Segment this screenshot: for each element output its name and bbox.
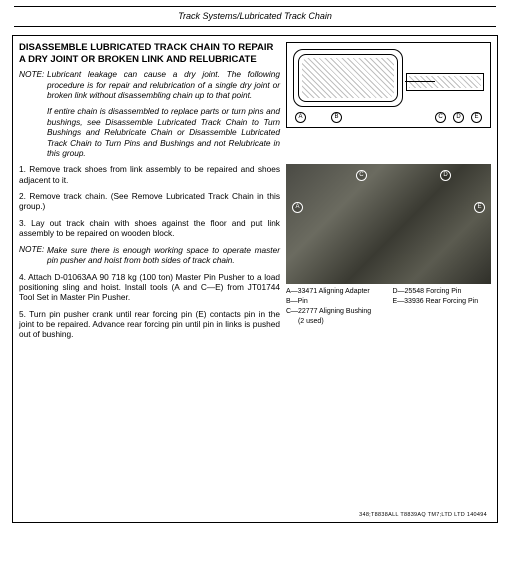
legend: A—33471 Aligning Adapter B—Pin C—22777 A… <box>286 288 491 327</box>
diagram-shaft <box>406 73 484 91</box>
note-label: NOTE: <box>19 69 44 79</box>
text-column: DISASSEMBLE LUBRICATED TRACK CHAIN TO RE… <box>19 42 280 345</box>
legend-a: A—33471 Aligning Adapter <box>286 288 385 297</box>
figure-column: A B C D E A C D E A—33471 Aligning Adapt… <box>286 42 491 345</box>
legend-d: D—25548 Forcing Pin <box>392 288 491 297</box>
step-3: 3. Lay out track chain with shoes agains… <box>19 218 280 239</box>
diagram-housing <box>293 49 403 107</box>
note-1: NOTE: Lubricant leakage can cause a dry … <box>19 69 280 100</box>
two-column-layout: DISASSEMBLE LUBRICATED TRACK CHAIN TO RE… <box>19 42 491 345</box>
photo-callout-e: E <box>474 202 485 213</box>
legend-col-left: A—33471 Aligning Adapter B—Pin C—22777 A… <box>286 288 385 327</box>
diagram-connector <box>405 81 435 82</box>
legend-col-right: D—25548 Forcing Pin E—33936 Rear Forcing… <box>392 288 491 327</box>
step-2: 2. Remove track chain. (See Remove Lubri… <box>19 191 280 212</box>
photo-callout-d: D <box>440 170 451 181</box>
step-5: 5. Turn pin pusher crank until rear forc… <box>19 309 280 340</box>
footer-code: 348;T8838ALL T8839AQ TM7;LTD LTD 140494 <box>359 512 487 519</box>
legend-c-qty: (2 used) <box>286 318 385 327</box>
legend-e: E—33936 Rear Forcing Pin <box>392 298 491 307</box>
diagram-callout-d: D <box>453 112 464 123</box>
rule-under-header <box>14 26 496 27</box>
photo: A C D E <box>286 164 491 284</box>
page: Track Systems/Lubricated Track Chain DIS… <box>6 0 504 523</box>
note-2: NOTE: Make sure there is enough working … <box>19 244 280 265</box>
diagram-callout-a: A <box>295 112 306 123</box>
legend-b: B—Pin <box>286 298 385 307</box>
photo-callout-a: A <box>292 202 303 213</box>
diagram-callout-b: B <box>331 112 342 123</box>
paragraph-entire-chain: If entire chain is disassembled to repla… <box>19 106 280 158</box>
diagram-callout-e: E <box>471 112 482 123</box>
photo-callout-c: C <box>356 170 367 181</box>
legend-c: C—22777 Aligning Bushing <box>286 308 385 317</box>
line-diagram: A B C D E <box>286 42 491 128</box>
diagram-callout-c: C <box>435 112 446 123</box>
step-4: 4. Attach D-01063AA 90 718 kg (100 ton) … <box>19 272 280 303</box>
running-header: Track Systems/Lubricated Track Chain <box>6 7 504 24</box>
content-frame: DISASSEMBLE LUBRICATED TRACK CHAIN TO RE… <box>12 35 498 523</box>
note-1-body: Lubricant leakage can cause a dry joint.… <box>19 69 280 100</box>
note-label-2: NOTE: <box>19 244 44 254</box>
section-title: DISASSEMBLE LUBRICATED TRACK CHAIN TO RE… <box>19 42 280 65</box>
note-2-body: Make sure there is enough working space … <box>19 245 280 266</box>
step-1: 1. Remove track shoes from link assembly… <box>19 164 280 185</box>
